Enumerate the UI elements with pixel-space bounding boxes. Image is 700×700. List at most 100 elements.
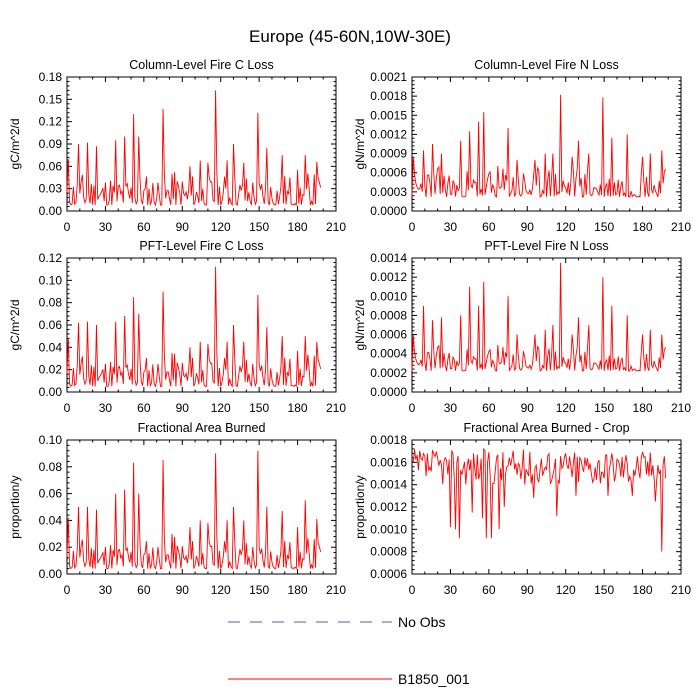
x-tick-label: 120 [556,583,576,597]
y-tick-label: 0.04 [39,340,63,354]
series-line-b1850-001 [66,450,322,571]
y-tick-label: 0.0018 [370,433,407,447]
y-tick-label: 0.0000 [370,204,407,218]
panel-area-burned-crop: Fractional Area Burned - Crop 0 30 60 90 120 1… [353,421,691,597]
y-tick-label: 0.04 [39,513,63,527]
x-tick-label: 150 [249,220,269,234]
y-tick-label: 0.10 [39,273,63,287]
x-tick-label: 30 [99,220,113,234]
x-tick-label: 0 [64,583,71,597]
panel-area-burned: Fractional Area Burned 0 30 60 90 120 150 180 21… [8,421,346,597]
x-tick-label: 120 [211,583,231,597]
x-tick-label: 60 [482,583,496,597]
x-tick-label: 210 [671,583,691,597]
y-tick-label: 0.00 [39,385,63,399]
y-axis-label: gC/m^2/d [8,300,22,351]
y-tick-label: 0.18 [39,70,63,84]
series-line-b1850-001 [411,447,667,552]
y-tick-label: 0.0002 [370,366,407,380]
y-tick-label: 0.0004 [370,347,407,361]
y-axis-label: gN/m^2/d [353,119,367,170]
x-tick-label: 0 [64,220,71,234]
x-tick-label: 90 [176,220,190,234]
y-tick-label: 0.0006 [370,166,407,180]
y-tick-label: 0.00 [39,567,63,581]
y-tick-label: 0.12 [39,115,63,129]
x-tick-label: 120 [211,220,231,234]
y-tick-label: 0.02 [39,540,63,554]
y-tick-label: 0.0003 [370,185,407,199]
x-tick-label: 90 [176,401,190,415]
y-tick-label: 0.08 [39,460,63,474]
x-tick-label: 0 [64,401,71,415]
x-tick-label: 90 [521,220,535,234]
y-tick-label: 0.0008 [370,545,407,559]
legend: No Obs B1850_001 [228,614,470,687]
x-tick-label: 210 [326,220,346,234]
y-tick-label: 0.0006 [370,328,407,342]
x-tick-label: 90 [521,583,535,597]
x-tick-label: 60 [137,401,151,415]
legend-label-no-obs: No Obs [398,614,445,630]
y-tick-label: 0.02 [39,363,63,377]
y-tick-label: 0.03 [39,182,63,196]
x-tick-label: 180 [288,401,308,415]
x-tick-label: 0 [409,220,416,234]
x-tick-label: 30 [99,583,113,597]
y-axis-label: gN/m^2/d [353,300,367,351]
x-tick-label: 150 [249,583,269,597]
x-tick-label: 0 [409,401,416,415]
series-line-b1850-001 [411,262,667,373]
x-tick-label: 180 [288,583,308,597]
x-tick-label: 30 [99,401,113,415]
x-tick-label: 60 [482,401,496,415]
x-tick-label: 30 [444,220,458,234]
x-tick-label: 180 [633,583,653,597]
x-tick-label: 120 [211,401,231,415]
x-tick-label: 0 [409,583,416,597]
y-tick-label: 0.09 [39,137,63,151]
y-tick-label: 0.0012 [370,270,407,284]
x-tick-label: 210 [326,583,346,597]
x-tick-label: 60 [482,220,496,234]
legend-label-b1850-001: B1850_001 [398,671,470,687]
x-tick-label: 120 [556,401,576,415]
series-line-b1850-001 [66,90,322,207]
x-tick-label: 30 [444,401,458,415]
series-line-b1850-001 [66,266,322,388]
y-tick-label: 0.0012 [370,500,407,514]
x-tick-label: 120 [556,220,576,234]
x-tick-label: 180 [288,220,308,234]
y-tick-label: 0.0012 [370,127,407,141]
plot-frame [66,439,337,575]
figure-title: Europe (45-60N,10W-30E) [249,27,451,46]
y-tick-label: 0.06 [39,318,63,332]
panel-pft-fire-c: PFT-Level Fire C Loss 0 30 60 90 120 150 180 210… [8,239,346,415]
y-tick-label: 0.0009 [370,147,407,161]
y-tick-label: 0.0016 [370,455,407,469]
plot-frame [411,257,682,393]
x-tick-label: 180 [633,401,653,415]
x-tick-label: 180 [633,220,653,234]
panel-col-fire-n: Column-Level Fire N Loss 0 30 60 90 120 150 180… [353,58,691,234]
y-tick-label: 0.15 [39,92,63,106]
plot-frame [411,76,682,212]
y-tick-label: 0.0021 [370,70,407,84]
y-tick-label: 0.08 [39,296,63,310]
y-tick-label: 0.00 [39,204,63,218]
series-line-b1850-001 [411,94,667,198]
x-tick-label: 60 [137,220,151,234]
y-tick-label: 0.0010 [370,522,407,536]
y-tick-label: 0.0006 [370,567,407,581]
x-tick-label: 210 [671,220,691,234]
x-tick-label: 150 [594,220,614,234]
y-tick-label: 0.06 [39,487,63,501]
panel-title: PFT-Level Fire C Loss [139,239,263,253]
y-tick-label: 0.0014 [370,478,407,492]
y-axis-label: proportion/y [353,475,367,538]
panel-title: Column-Level Fire C Loss [129,58,274,72]
y-tick-label: 0.06 [39,159,63,173]
x-tick-label: 90 [176,583,190,597]
panel-title: Column-Level Fire N Loss [474,58,619,72]
